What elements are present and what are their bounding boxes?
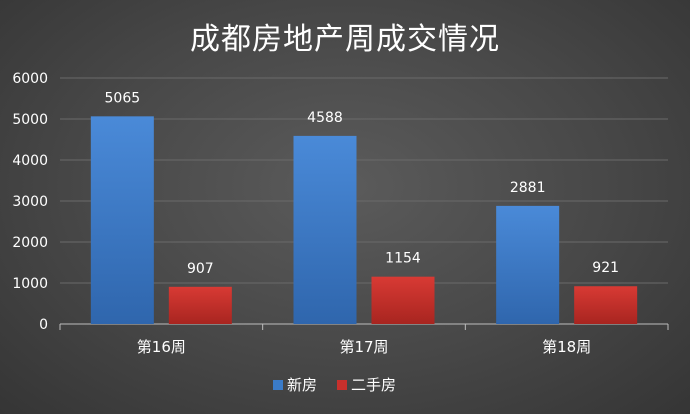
x-category-label: 第16周	[137, 338, 186, 356]
y-tick-label: 4000	[12, 153, 48, 169]
data-label: 2881	[510, 180, 546, 196]
data-label: 4588	[307, 110, 343, 126]
data-label: 907	[187, 261, 214, 277]
legend-swatch	[273, 380, 283, 390]
y-tick-label: 1000	[12, 276, 48, 292]
data-label: 921	[592, 260, 619, 276]
legend-label: 二手房	[351, 376, 396, 394]
bar-second-hand-1	[168, 286, 232, 324]
bar-second-hand-3	[574, 286, 638, 324]
data-label: 1154	[385, 251, 421, 267]
y-tick-label: 5000	[12, 112, 48, 128]
legend-label: 新房	[287, 376, 317, 394]
bar-second-hand-2	[371, 276, 435, 324]
bar-new-house-1	[90, 116, 154, 325]
legend-swatch	[337, 380, 347, 390]
bar-new-house-3	[496, 205, 560, 324]
x-category-label: 第17周	[339, 338, 388, 356]
y-tick-label: 3000	[12, 194, 48, 210]
x-category-label: 第18周	[542, 338, 591, 356]
y-tick-label: 6000	[12, 71, 48, 87]
chart-title: 成都房地产周成交情况	[190, 22, 500, 57]
data-label: 5065	[105, 90, 141, 106]
bar-new-house-2	[293, 135, 357, 324]
y-tick-label: 2000	[12, 235, 48, 251]
y-tick-label: 0	[39, 317, 48, 333]
